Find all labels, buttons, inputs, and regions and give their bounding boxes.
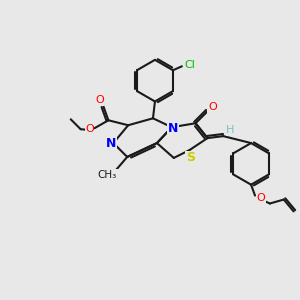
Text: S: S — [186, 152, 195, 164]
Text: CH₃: CH₃ — [98, 170, 117, 180]
Text: O: O — [85, 124, 94, 134]
Text: O: O — [95, 95, 104, 106]
Text: O: O — [208, 102, 217, 112]
Text: O: O — [256, 193, 265, 202]
Text: H: H — [226, 125, 234, 135]
Text: Cl: Cl — [184, 60, 195, 70]
Text: N: N — [168, 122, 178, 135]
Text: N: N — [106, 136, 116, 150]
